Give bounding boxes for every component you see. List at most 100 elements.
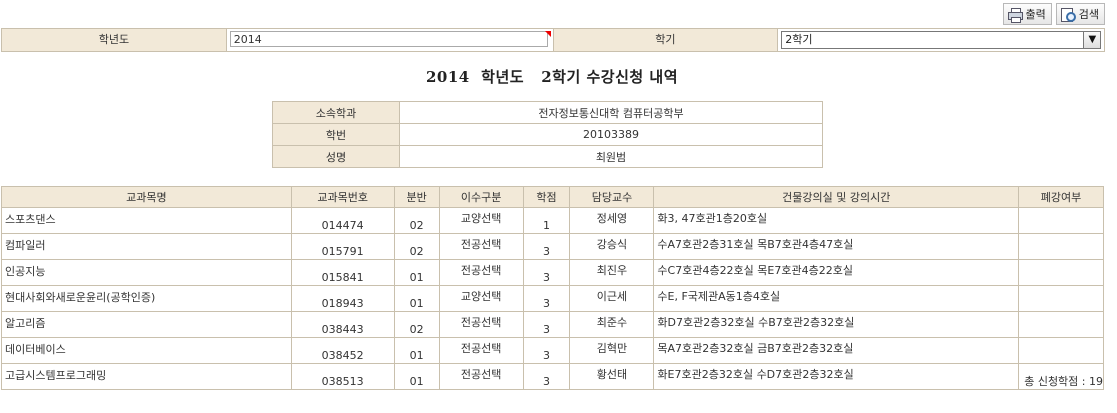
credit-cell: 3	[522, 311, 571, 338]
course-code-cell: 018943	[290, 285, 395, 312]
course-name-cell: 컴파일러	[1, 233, 292, 260]
course-type-cell: 전공선택	[438, 363, 524, 390]
student-name-row: 성명 최원범	[272, 145, 823, 168]
course-type-cell: 전공선택	[438, 259, 524, 286]
closed-cell	[1018, 233, 1104, 260]
student-id-label: 학번	[272, 123, 400, 146]
dept-label: 소속학과	[272, 101, 400, 124]
total-credits: 총 신청학점 : 19	[1024, 373, 1103, 389]
section-cell: 01	[393, 363, 440, 390]
closed-cell	[1018, 363, 1104, 390]
course-name-cell: 데이터베이스	[1, 337, 292, 364]
section-cell: 01	[393, 285, 440, 312]
table-row: 스포츠댄스 014474 02 교양선택 1 정세영 화3, 47호관1층20호실	[1, 207, 1104, 234]
course-code-cell: 015791	[290, 233, 395, 260]
course-code-cell: 038513	[290, 363, 395, 390]
professor-cell: 최진우	[569, 259, 655, 286]
course-type-cell: 교양선택	[438, 207, 524, 234]
course-code-cell: 038443	[290, 311, 395, 338]
professor-cell: 김혁만	[569, 337, 655, 364]
room-time-cell: 목A7호관2층32호실 금B7호관2층32호실	[653, 337, 1020, 364]
course-code-cell: 015841	[290, 259, 395, 286]
course-name-cell: 스포츠댄스	[1, 207, 292, 234]
course-type-cell: 전공선택	[438, 311, 524, 338]
semester-select-value: 2학기	[785, 33, 813, 46]
year-input[interactable]	[229, 31, 548, 47]
credit-cell: 3	[522, 337, 571, 364]
room-time-cell: 수A7호관2층31호실 목B7호관4층47호실	[653, 233, 1020, 260]
closed-cell	[1018, 285, 1104, 312]
semester-label: 학기	[553, 29, 778, 51]
section-cell: 01	[393, 337, 440, 364]
student-id-row: 학번 20103389	[272, 123, 823, 146]
course-name-cell: 알고리즘	[1, 311, 292, 338]
student-name-value: 최원범	[399, 145, 823, 168]
closed-cell	[1018, 337, 1104, 364]
course-table-header: 교과목명 교과목번호 분반 이수구분 학점 담당교수 건물강의실 및 강의시간 …	[1, 186, 1104, 208]
credit-cell: 3	[522, 233, 571, 260]
header-professor: 담당교수	[569, 186, 655, 208]
student-id-value: 20103389	[399, 123, 823, 146]
header-course-type: 이수구분	[438, 186, 524, 208]
professor-cell: 정세영	[569, 207, 655, 234]
filter-bar: 학년도 학기 2학기 ▼	[1, 28, 1105, 52]
course-name-cell: 고급시스템프로그래밍	[1, 363, 292, 390]
section-cell: 02	[393, 207, 440, 234]
table-row: 컴파일러 015791 02 전공선택 3 강승식 수A7호관2층31호실 목B7호관4층4…	[1, 233, 1104, 260]
credit-cell: 3	[522, 259, 571, 286]
required-mark-icon	[544, 31, 551, 37]
section-cell: 02	[393, 233, 440, 260]
room-time-cell: 화E7호관2층32호실 수D7호관2층32호실	[653, 363, 1020, 390]
room-time-cell: 화3, 47호관1층20호실	[653, 207, 1020, 234]
title-year: 2014	[425, 68, 470, 86]
header-course-code: 교과목번호	[290, 186, 395, 208]
room-time-cell: 수C7호관4층22호실 목E7호관4층22호실	[653, 259, 1020, 286]
table-row: 데이터베이스 038452 01 전공선택 3 김혁만 목A7호관2층32호실 금B7호관2…	[1, 337, 1104, 364]
professor-cell: 이근세	[569, 285, 655, 312]
table-row: 현대사회와새로운윤리(공학인증) 018943 01 교양선택 3 이근세 수E, F국제관…	[1, 285, 1104, 312]
header-credit: 학점	[522, 186, 571, 208]
semester-select[interactable]: 2학기 ▼	[781, 31, 1102, 49]
search-button[interactable]: 검색	[1055, 3, 1105, 25]
print-button[interactable]: 출력	[1002, 3, 1052, 25]
professor-cell: 최준수	[569, 311, 655, 338]
print-button-label: 출력	[1025, 8, 1046, 21]
table-row: 알고리즘 038443 02 전공선택 3 최준수 화D7호관2층32호실 수B7호관2층3…	[1, 311, 1104, 338]
course-type-cell: 전공선택	[438, 233, 524, 260]
course-table: 교과목명 교과목번호 분반 이수구분 학점 담당교수 건물강의실 및 강의시간 …	[1, 186, 1104, 390]
total-credits-label: 총 신청학점 :	[1024, 375, 1089, 388]
title-rest: 2학기 수강신청 내역	[541, 68, 679, 86]
header-section: 분반	[393, 186, 440, 208]
credit-cell: 3	[522, 285, 571, 312]
title-year-suffix: 학년도	[481, 68, 525, 86]
toolbar: 출력 검색	[1002, 3, 1105, 25]
dropdown-arrow-icon[interactable]: ▼	[1083, 32, 1101, 48]
semester-field-cell: 2학기 ▼	[777, 29, 1104, 51]
professor-cell: 강승식	[569, 233, 655, 260]
course-table-body: 스포츠댄스 014474 02 교양선택 1 정세영 화3, 47호관1층20호실 컴파일러 0…	[1, 207, 1104, 390]
course-code-cell: 014474	[290, 207, 395, 234]
header-closed: 폐강여부	[1018, 186, 1104, 208]
closed-cell	[1018, 259, 1104, 286]
section-cell: 02	[393, 311, 440, 338]
room-time-cell: 화D7호관2층32호실 수B7호관2층32호실	[653, 311, 1020, 338]
credit-cell: 1	[522, 207, 571, 234]
course-name-cell: 인공지능	[1, 259, 292, 286]
header-course-name: 교과목명	[1, 186, 292, 208]
closed-cell	[1018, 207, 1104, 234]
course-type-cell: 전공선택	[438, 337, 524, 364]
course-name-cell: 현대사회와새로운윤리(공학인증)	[1, 285, 292, 312]
section-cell: 01	[393, 259, 440, 286]
course-code-cell: 038452	[290, 337, 395, 364]
dept-value: 전자정보통신대학 컴퓨터공학부	[399, 101, 823, 124]
printer-icon	[1007, 7, 1023, 23]
year-field-cell	[225, 29, 554, 51]
header-room-time: 건물강의실 및 강의시간	[653, 186, 1020, 208]
search-button-label: 검색	[1078, 8, 1099, 21]
table-row: 고급시스템프로그래밍 038513 01 전공선택 3 황선태 화E7호관2층32호실 수D…	[1, 363, 1104, 390]
credit-cell: 3	[522, 363, 571, 390]
year-label: 학년도	[2, 29, 226, 51]
search-document-icon	[1060, 7, 1076, 22]
table-row: 인공지능 015841 01 전공선택 3 최진우 수C7호관4층22호실 목E7호관4층2…	[1, 259, 1104, 286]
student-info-table: 소속학과 전자정보통신대학 컴퓨터공학부 학번 20103389 성명 최원범	[272, 101, 823, 168]
